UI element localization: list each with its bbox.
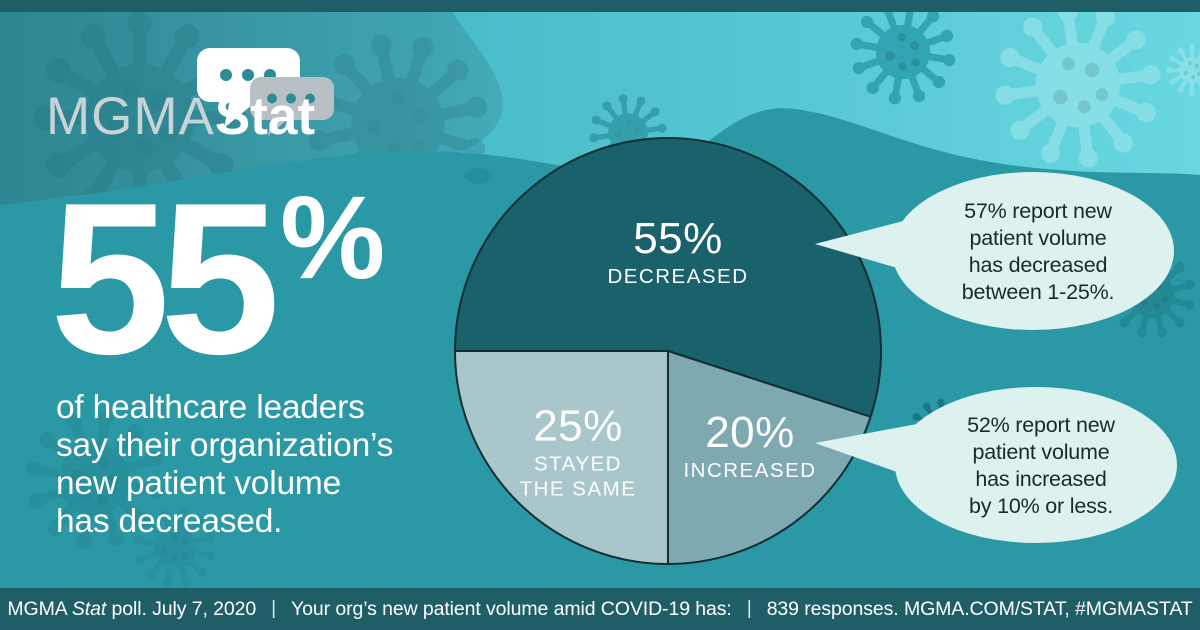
callout-ellipse xyxy=(892,172,1174,330)
callout-line: between 1-25%. xyxy=(961,280,1115,305)
footer-bar: MGMA Stat poll. July 7, 2020 | Your org’… xyxy=(0,588,1200,630)
pie-label-stayed-same: 25% STAYED THE SAME xyxy=(519,401,637,500)
callout-line: has decreased xyxy=(968,253,1108,277)
callout-line: patient volume xyxy=(969,225,1107,250)
pie-label-decreased: 55% DECREASED xyxy=(607,213,749,288)
pie-label-same-pct: 25% xyxy=(533,401,623,451)
pie-chart xyxy=(454,137,882,565)
callout-ellipse xyxy=(895,387,1177,543)
callout-line: 52% report new xyxy=(967,412,1115,437)
pie-label-increased: 20% INCREASED xyxy=(683,407,817,482)
headline-line: has decreased. xyxy=(56,502,283,540)
callout-line: 57% report new xyxy=(964,198,1112,223)
headline-stat-percent: % xyxy=(280,172,386,304)
pie-label-same-text2: THE SAME xyxy=(519,477,637,500)
pie-slice-decreased xyxy=(454,137,882,418)
footer-question: Your org’s new patient volume amid COVID… xyxy=(291,597,732,620)
footer-poll-info: MGMA Stat poll. July 7, 2020 xyxy=(7,598,256,621)
pie-slice-stayed-same xyxy=(454,350,669,565)
callout-line: by 10% or less. xyxy=(969,494,1113,519)
callout-line: patient volume xyxy=(972,439,1110,464)
logo-word-mgma: MGMA xyxy=(46,87,215,146)
pie-label-decreased-text: DECREASED xyxy=(607,264,749,288)
germ-speck xyxy=(464,168,492,184)
pie-label-increased-pct: 20% xyxy=(705,407,795,457)
logo-speech-bubble-gray xyxy=(250,77,334,136)
callout-bubble-decreased xyxy=(815,172,1174,330)
footer-responses: 839 responses. MGMA.COM/STAT, #MGMASTAT xyxy=(766,597,1193,620)
headline-line: of healthcare leaders xyxy=(56,389,365,426)
logo-word-stat: Stat xyxy=(214,87,316,146)
footer-poll-date: poll. July 7, 2020 xyxy=(111,597,257,620)
headline-line: say their organization’s xyxy=(56,426,394,464)
pie-label-increased-text: INCREASED xyxy=(683,458,817,482)
footer-brand: MGMA xyxy=(7,597,67,620)
callout-text-increased: 52% report new patient volume has increa… xyxy=(906,412,1176,520)
footer-separator: | xyxy=(746,596,752,619)
footer-separator: | xyxy=(271,596,277,619)
callout-line: has increased xyxy=(975,467,1107,491)
mgma-stat-logo: MGMA Stat xyxy=(46,90,315,143)
headline-description: of healthcare leaders say their organiza… xyxy=(56,389,476,540)
headline-line: new patient volume xyxy=(56,464,342,502)
headline-stat: 55 % xyxy=(50,157,386,399)
top-strip xyxy=(0,0,1200,12)
callout-bubble-increased xyxy=(815,387,1177,543)
callout-text-decreased: 57% report new patient volume has decrea… xyxy=(903,198,1173,306)
footer-brand-stat: Stat xyxy=(71,597,107,620)
headline-stat-value: 55 xyxy=(50,157,280,399)
pie-label-decreased-pct: 55% xyxy=(633,213,723,263)
pie-label-same-text1: STAYED xyxy=(534,452,622,476)
